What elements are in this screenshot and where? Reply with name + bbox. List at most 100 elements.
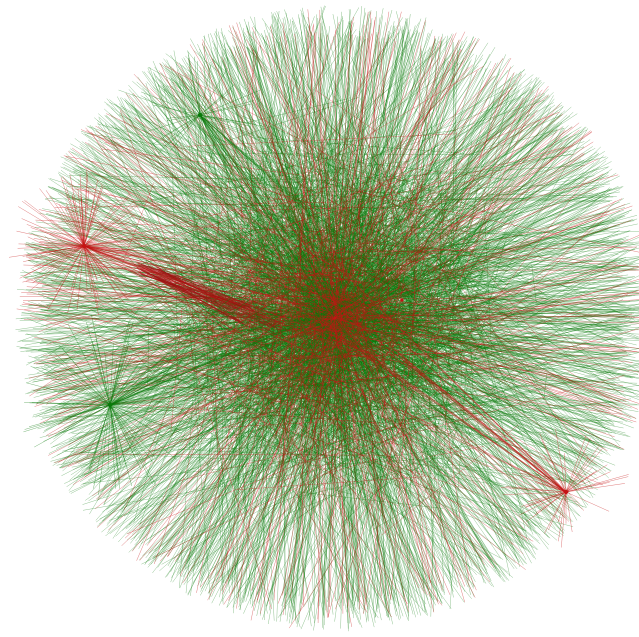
graph-edge [186,133,457,147]
graph-edge [346,161,612,303]
graph-edge [79,174,85,247]
graph-edge [109,404,120,489]
graph-edge [70,245,85,291]
graph-edge [98,113,245,247]
graph-edge [368,345,624,387]
graph-edge [84,312,341,478]
graph-edge [412,106,542,260]
hub-node [400,298,404,302]
graph-edge [394,349,567,493]
graph-edge [324,36,443,324]
graph-edge [299,34,353,450]
graph-edge [340,334,440,584]
graph-edge [221,318,364,592]
graph-edge [434,341,626,353]
graph-edge [63,404,111,429]
graph-edge [109,355,128,406]
graph-edge [321,364,425,594]
graph-edge [284,382,402,597]
graph-edge [83,245,286,284]
graph-edge [335,317,637,419]
graph-edge [109,277,279,406]
graph-edge [45,190,85,247]
graph-edge [296,398,311,528]
graph-edge [161,217,235,288]
graph-edge [164,65,423,207]
graph-edge [240,129,243,251]
graph-edge [199,64,212,116]
graph-edge [83,186,104,247]
graph-edge [109,369,142,406]
graph-edge [40,220,366,328]
graph-edge [199,114,292,302]
graph-edge [227,304,335,532]
graph-edge [339,393,558,519]
graph-edge [125,93,336,316]
graph-edge [22,245,85,257]
graph-edge [45,245,85,249]
graph-edge [349,170,440,195]
graph-edge [395,401,441,447]
graph-edge [373,494,433,530]
graph-edge [98,404,111,496]
graph-edge [66,205,85,247]
graph-edge [109,400,166,406]
graph-edge [338,333,530,552]
graph-edge [109,361,118,406]
graph-edge [272,443,398,506]
graph-edge [283,323,294,381]
graph-edge [83,245,88,292]
graph-edge [449,168,613,285]
graph-edge [199,67,228,116]
graph-edge [295,373,435,499]
graph-edge [317,361,322,624]
graph-edge [344,341,373,359]
graph-edge [464,256,626,323]
graph-edge [334,192,612,319]
graph-edge [109,343,162,406]
graph-edge [109,324,131,406]
graph-edge [41,367,111,406]
graph-edge [278,328,392,508]
graph-edge [67,404,111,416]
graph-edge [339,297,539,515]
graph-edge [281,291,639,324]
graph-edge [46,245,85,312]
graph-edge [252,271,432,316]
graph-edge [349,327,360,610]
graph-edge [548,491,567,531]
graph-edge [58,400,224,425]
graph-edge [68,358,368,493]
graph-edge [193,50,415,243]
graph-edge [109,404,147,465]
graph-edge [565,446,599,493]
graph-edge [381,380,523,549]
graph-edge [227,387,534,542]
graph-edge [536,481,567,493]
graph-edge [370,187,373,257]
graph-edge [358,47,496,274]
graph-edge [324,354,524,555]
graph-edge [33,238,85,247]
graph-edge [261,34,398,301]
graph-edge [301,99,398,188]
graph-edge [337,328,639,353]
graph-edge [39,188,85,247]
graph-edge [83,200,119,247]
graph-edge [341,248,561,338]
graph-edge [367,174,588,278]
graph-edge [236,303,283,609]
graph-edge [30,267,368,456]
graph-edge [287,52,452,273]
graph-edge [447,299,542,525]
graph-edge [277,386,489,468]
graph-edge [565,436,587,493]
graph-edge [136,145,376,206]
graph-edge [345,270,384,406]
graph-edge [393,385,425,600]
graph-edge [227,300,258,579]
graph-edge [201,322,337,590]
graph-edge [83,245,312,309]
graph-edge [53,327,333,377]
graph-edge [270,23,374,209]
